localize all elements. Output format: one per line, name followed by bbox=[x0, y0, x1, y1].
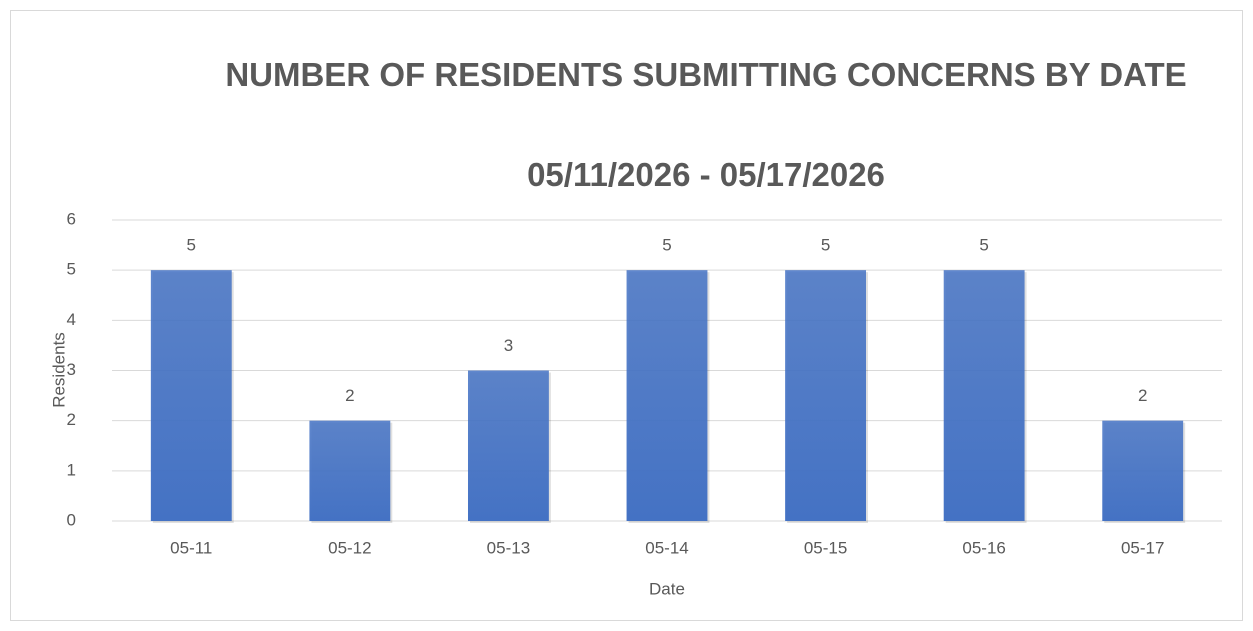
data-label: 5 bbox=[979, 236, 988, 255]
chart-title: NUMBER OF RESIDENTS SUBMITTING CONCERNS … bbox=[225, 56, 1187, 93]
x-tick-label: 05-15 bbox=[804, 538, 847, 557]
x-tick-label: 05-12 bbox=[328, 538, 371, 557]
bar bbox=[943, 270, 1025, 521]
x-tick-label: 05-13 bbox=[487, 538, 530, 557]
x-tick-label: 05-17 bbox=[1121, 538, 1164, 557]
bar bbox=[150, 270, 232, 521]
data-label: 5 bbox=[821, 236, 830, 255]
data-label: 2 bbox=[1138, 386, 1147, 405]
x-tick-label: 05-16 bbox=[962, 538, 1005, 557]
bar bbox=[467, 370, 549, 521]
y-tick-label: 6 bbox=[67, 209, 76, 228]
x-axis-label: Date bbox=[649, 579, 685, 598]
data-label: 5 bbox=[662, 236, 671, 255]
bar bbox=[785, 270, 867, 521]
bar bbox=[1102, 420, 1184, 521]
y-tick-label: 2 bbox=[67, 410, 76, 429]
y-tick-label: 1 bbox=[67, 460, 76, 479]
chart-subtitle: 05/11/2026 - 05/17/2026 bbox=[527, 156, 885, 193]
x-tick-label: 05-14 bbox=[645, 538, 688, 557]
data-label: 2 bbox=[345, 386, 354, 405]
y-tick-label: 4 bbox=[67, 310, 76, 329]
bar bbox=[309, 420, 391, 521]
y-tick-label: 3 bbox=[67, 360, 76, 379]
y-tick-label: 0 bbox=[67, 510, 76, 529]
data-label: 5 bbox=[187, 236, 196, 255]
data-label: 3 bbox=[504, 336, 513, 355]
bar bbox=[626, 270, 708, 521]
x-tick-label: 05-11 bbox=[170, 538, 212, 557]
y-tick-label: 5 bbox=[67, 260, 76, 279]
y-axis-label: Residents bbox=[49, 332, 68, 408]
